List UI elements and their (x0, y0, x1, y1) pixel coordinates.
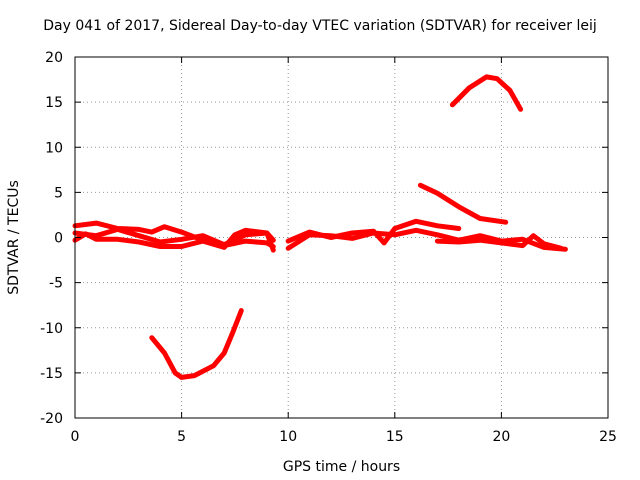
series-band-b (72, 226, 276, 248)
x-tick-label: 20 (492, 429, 510, 445)
x-tick-label: 15 (386, 429, 404, 445)
y-tick-label: 10 (45, 140, 63, 156)
x-tick-label: 0 (71, 429, 80, 445)
series-arc-low (149, 308, 244, 380)
y-tick-label: 15 (45, 95, 63, 111)
y-tick-label: 0 (54, 231, 63, 247)
y-tick-label: -10 (40, 321, 63, 337)
y-tick-label: 20 (45, 50, 63, 66)
y-tick-label: -5 (49, 276, 63, 292)
series-band-a (72, 220, 276, 249)
series-band-f (434, 233, 564, 251)
y-tick-label: -15 (40, 366, 63, 382)
y-axis-label: SDTVAR / TECUs (6, 180, 22, 295)
y-tick-label: 5 (54, 185, 63, 201)
data-series (72, 74, 568, 380)
x-tick-label: 10 (279, 429, 297, 445)
chart-title: Day 041 of 2017, Sidereal Day-to-day VTE… (43, 18, 597, 34)
series-band-c (72, 227, 276, 253)
series-band-e (285, 227, 568, 252)
series-arc-mid (417, 182, 509, 225)
y-tick-label: -20 (40, 411, 63, 427)
series-arc-high (449, 74, 524, 112)
axis-ticks: 0 5 10 15 20 25 -20 -15 -10 -5 0 5 10 15 20 (40, 50, 617, 445)
x-axis-label: GPS time / hours (283, 459, 400, 475)
x-tick-label: 5 (177, 429, 186, 445)
x-tick-label: 25 (599, 429, 617, 445)
